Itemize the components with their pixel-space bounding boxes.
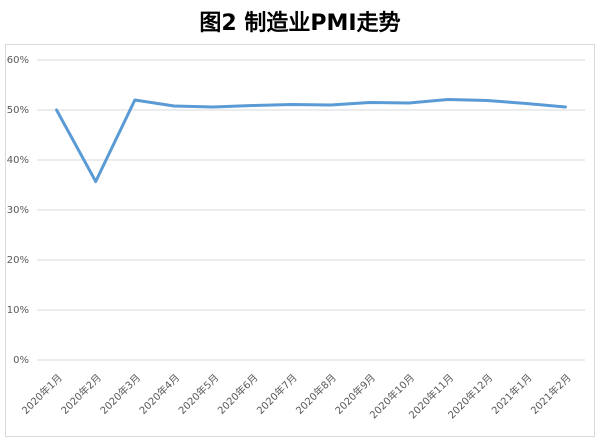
y-tick-label: 10% — [7, 305, 29, 316]
y-tick-label: 20% — [7, 255, 29, 266]
y-tick-label: 30% — [7, 205, 29, 216]
y-tick-label: 40% — [7, 155, 29, 166]
chart-title: 图2 制造业PMI走势 — [199, 10, 400, 36]
y-tick-label: 0% — [13, 355, 29, 366]
series-line — [55, 98, 567, 183]
y-tick-label: 60% — [7, 55, 29, 66]
y-tick-label: 50% — [7, 105, 29, 116]
